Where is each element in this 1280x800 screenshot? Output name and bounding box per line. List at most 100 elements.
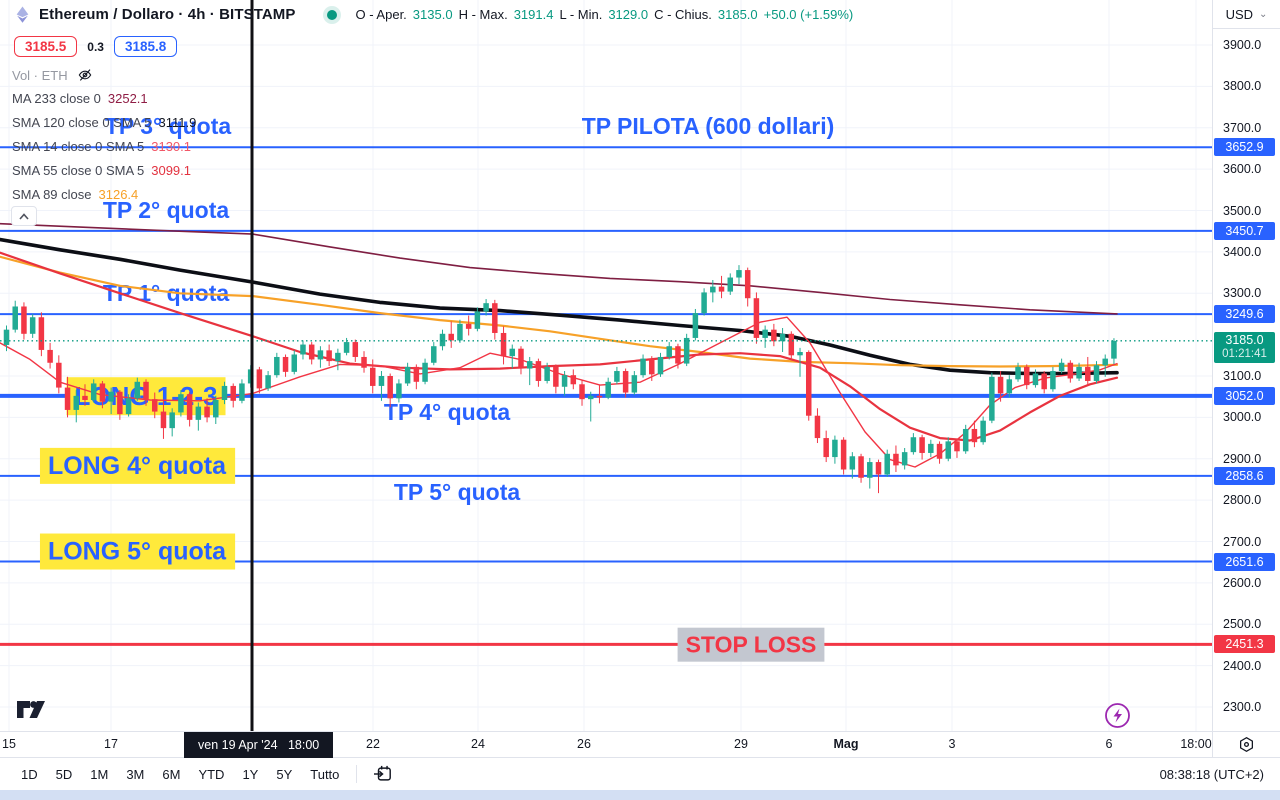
indicator-row[interactable]: SMA 14 close 0 SMA 5 3130.1	[12, 134, 196, 158]
indicator-row[interactable]: SMA 89 close 3126.4	[12, 182, 196, 206]
range-button-tutto[interactable]: Tutto	[310, 766, 340, 782]
time-tick: 17	[104, 737, 118, 751]
trade-buttons: 3185.5 0.3 3185.8	[14, 36, 178, 57]
level-price-badge: 3052.0	[1214, 386, 1275, 405]
crosshair-date-tooltip: ven 19 Apr '24 18:00	[184, 732, 334, 758]
time-tick: 22	[366, 737, 380, 751]
level-price-badge: 2651.6	[1214, 552, 1275, 571]
indicator-row[interactable]: MA 233 close 0 3252.1	[12, 86, 196, 110]
tradingview-logo[interactable]	[16, 698, 46, 725]
level-labels: TP 3° quota TP PILOTA (600 dollari) TP 2° …	[39, 113, 835, 662]
ohlc-value: 3129.0	[608, 7, 649, 22]
ohlc-label: O - Aper.	[355, 7, 407, 22]
range-button-6m[interactable]: 6M	[162, 766, 181, 782]
level-label[interactable]: TP 4° quota	[384, 399, 511, 425]
indicator-legend: Vol · ETH MA 233 close 0 3252.1 SMA 120 cl…	[12, 64, 196, 206]
level-price-badge: 3652.9	[1214, 138, 1275, 157]
goto-date-button[interactable]	[365, 763, 401, 785]
range-button-1m[interactable]: 1M	[90, 766, 109, 782]
current-price-badge: 3185.0 01:21:41	[1214, 331, 1275, 363]
level-label[interactable]: TP 2° quota	[103, 197, 230, 223]
level-label[interactable]: TP 3° quota	[105, 113, 232, 139]
ohlc-value: +50.0 (+1.59%)	[763, 7, 854, 22]
price-tick: 2300.0	[1223, 700, 1262, 714]
moving-averages	[0, 222, 1119, 468]
symbol-title[interactable]: Ethereum / Dollaro · 4h · BITSTAMP	[39, 6, 296, 23]
range-button-3m[interactable]: 3M	[126, 766, 145, 782]
range-button-1y[interactable]: 1Y	[242, 766, 259, 782]
gear-icon	[1239, 736, 1254, 753]
collapse-legend-button[interactable]	[11, 206, 37, 226]
price-tick: 3800.0	[1223, 79, 1262, 94]
time-tick: Mag	[833, 737, 859, 751]
symbol-header: Ethereum / Dollaro · 4h · BITSTAMP O - A…	[14, 6, 853, 23]
ohlc-value: 3185.0	[717, 7, 758, 22]
ohlc-label: L - Min.	[559, 7, 603, 22]
boost-lightning-icon[interactable]	[1104, 702, 1131, 734]
level-label[interactable]: LONG 5° quota	[48, 538, 227, 566]
market-status-dot[interactable]	[327, 9, 338, 20]
ma-line-sma-55[interactable]	[0, 251, 1119, 442]
indicator-value: 3111.9	[158, 114, 197, 130]
session-clock[interactable]: 08:38:18 (UTC+2)	[1159, 766, 1264, 782]
price-tick: 3100.0	[1223, 369, 1262, 383]
price-tick: 3300.0	[1223, 286, 1262, 301]
ma-line-sma-89[interactable]	[0, 255, 1119, 368]
ma-line-sma-120[interactable]	[0, 237, 1119, 376]
ohlc-value: 3191.4	[513, 7, 554, 22]
indicator-row[interactable]: SMA 120 close 0 SMA 5 3111.9	[12, 110, 196, 134]
range-button-5y[interactable]: 5Y	[276, 766, 293, 782]
level-label[interactable]: STOP LOSS	[686, 632, 817, 658]
axis-settings-button[interactable]	[1212, 731, 1280, 757]
level-label[interactable]: TP 5° quota	[394, 479, 521, 505]
ma-line-ma-233[interactable]	[0, 222, 1118, 315]
buy-price-button[interactable]: 3185.8	[113, 36, 178, 57]
indicator-label: MA 233 close 0	[12, 90, 101, 106]
ohlc-values: O - Aper. 3135.0 H - Max. 3191.4 L - Min. 312…	[355, 7, 853, 22]
indicator-label: SMA 55 close 0 SMA 5	[12, 162, 145, 178]
volume-indicator-row[interactable]: Vol · ETH	[12, 64, 196, 86]
range-button-ytd[interactable]: YTD	[198, 766, 225, 782]
indicator-row[interactable]: SMA 55 close 0 SMA 5 3099.1	[12, 158, 196, 182]
chart-area[interactable]: TP 3° quota TP PILOTA (600 dollari) TP 2° …	[0, 0, 1212, 731]
eye-off-icon[interactable]	[76, 66, 98, 84]
price-tick: 2400.0	[1223, 658, 1262, 673]
candles	[3, 265, 1117, 494]
price-tick: 2500.0	[1223, 617, 1262, 632]
bottom-scroll-strip[interactable]	[0, 790, 1280, 800]
level-price-badge: 3450.7	[1214, 221, 1275, 240]
spread-value: 0.3	[87, 39, 104, 54]
level-label[interactable]: LONG 4° quota	[48, 452, 227, 480]
price-tick: 2800.0	[1223, 493, 1262, 508]
level-label[interactable]: TP 1° quota	[103, 280, 230, 306]
ohlc-value: 3135.0	[412, 7, 453, 22]
range-button-1d[interactable]: 1D	[21, 766, 38, 782]
indicator-label: SMA 120 close 0 SMA 5	[12, 114, 152, 130]
candlestick-chart[interactable]: TP 3° quota TP PILOTA (600 dollari) TP 2° …	[0, 0, 1212, 731]
range-buttons: 1D 5D 1M 3M 6M YTD 1Y 5Y Tutto	[12, 763, 348, 786]
time-axis[interactable]: 15 17 22 24 26 29 Mag 3 6 18:00 ven 19 Apr '24 18…	[0, 731, 1212, 758]
range-button-5d[interactable]: 5D	[55, 766, 73, 782]
currency-dropdown[interactable]: USD ⌄	[1213, 0, 1280, 29]
bottom-toolbar: 1D 5D 1M 3M 6M YTD 1Y 5Y Tutto 08:38:18 (UTC+2)	[0, 757, 1280, 790]
label-highlight	[677, 627, 825, 662]
price-axis[interactable]: USD ⌄ 3900.0 3800.0 3700.0 3600.0 3500.0 3400…	[1212, 0, 1280, 731]
level-label[interactable]: TP PILOTA (600 dollari)	[582, 113, 835, 139]
indicator-label: SMA 14 close 0 SMA 5	[12, 138, 145, 154]
label-highlight	[39, 447, 236, 484]
label-highlight	[39, 533, 236, 570]
price-tick: 3600.0	[1223, 162, 1262, 177]
bar-countdown: 01:21:41	[1222, 348, 1267, 361]
level-price-badge: 3249.6	[1214, 305, 1275, 324]
price-tick: 3400.0	[1223, 244, 1262, 259]
sell-price-button[interactable]: 3185.5	[14, 36, 78, 57]
level-price-badge: 2451.3	[1214, 635, 1275, 654]
time-tick: 3	[948, 737, 956, 751]
indicator-value: 3126.4	[98, 186, 139, 202]
price-tick: 2700.0	[1223, 534, 1262, 549]
price-tick: 2900.0	[1223, 451, 1262, 466]
price-tick: 3700.0	[1223, 120, 1262, 135]
toolbar-divider	[356, 765, 358, 783]
time-tick: 29	[734, 737, 748, 751]
